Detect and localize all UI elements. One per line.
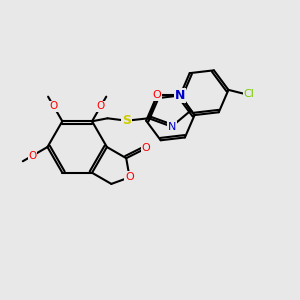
Text: O: O: [97, 101, 105, 111]
Text: Cl: Cl: [244, 89, 255, 99]
Text: N: N: [175, 89, 185, 102]
Text: O: O: [28, 151, 37, 160]
Text: O: O: [142, 143, 151, 153]
Text: N: N: [167, 122, 176, 132]
Text: O: O: [153, 90, 161, 100]
Text: O: O: [125, 172, 134, 182]
Text: S: S: [122, 114, 131, 127]
Text: O: O: [50, 101, 58, 111]
